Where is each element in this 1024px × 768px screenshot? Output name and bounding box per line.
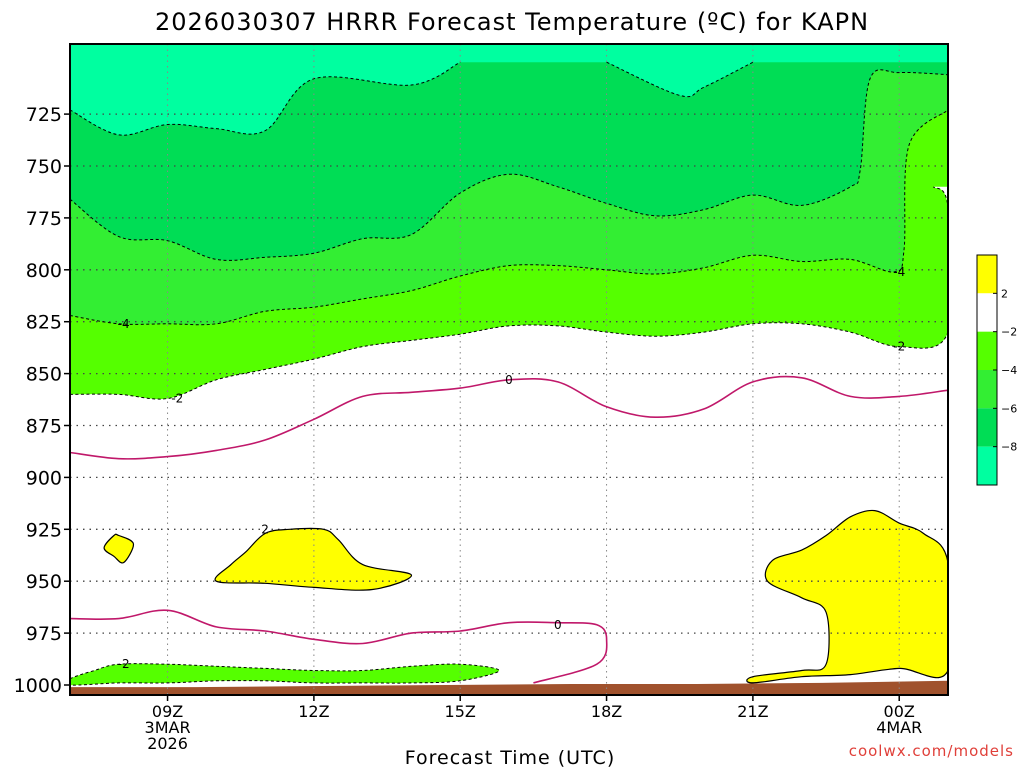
- x-tick-label: 00Z: [884, 702, 915, 721]
- y-tick-label: 925: [26, 519, 62, 541]
- fill-yellow-right: [746, 510, 948, 683]
- contour-label: 0: [505, 373, 513, 387]
- y-tick-label: 950: [26, 571, 62, 593]
- contour-label: -2: [171, 392, 183, 406]
- colorbar-tick-label: −4: [1001, 364, 1017, 377]
- y-tick-label: 875: [26, 416, 62, 438]
- colorbar-tick-label: −2: [1001, 326, 1017, 339]
- x-tick-label: 21Z: [737, 702, 768, 721]
- colorbar-tick-label: 2: [1001, 287, 1008, 300]
- colorbar-swatch: [977, 408, 997, 447]
- contour-neg8-pocket: [606, 61, 754, 98]
- colorbar-swatch: [977, 293, 997, 332]
- credit-text: coolwx.com/models: [849, 742, 1014, 760]
- colorbar-swatch: [977, 331, 997, 370]
- ground-terrain: [70, 680, 948, 695]
- contour-label: -4: [893, 265, 905, 279]
- contour-neg2: [70, 186, 948, 400]
- y-tick-label: 975: [26, 623, 62, 645]
- y-tick-label: 800: [26, 260, 62, 282]
- contour-pos2-mid: [214, 527, 413, 591]
- x-tick-label: 09Z: [152, 702, 183, 721]
- x-tick-label: 4MAR: [876, 718, 922, 737]
- contour-label: -2: [893, 340, 905, 354]
- y-tick-label: 825: [26, 312, 62, 334]
- x-tick-label: 2026: [147, 734, 188, 753]
- x-tick-label: 18Z: [591, 702, 622, 721]
- colorbar-swatch: [977, 255, 997, 294]
- contour-label: 2: [261, 522, 269, 536]
- colorbar-swatch: [977, 446, 997, 485]
- contour-zero-lower: [70, 609, 608, 684]
- contour-label: -4: [118, 317, 130, 331]
- fill-band-neg8: [70, 44, 948, 136]
- colorbar-tick-label: −6: [1001, 402, 1017, 415]
- y-tick-label: 775: [26, 208, 62, 230]
- contour-neg6: [70, 69, 948, 261]
- y-tick-label: 725: [26, 104, 62, 126]
- contour-lines: [70, 61, 948, 686]
- plot-area: -4 -2 0 2 -2 0 -2 -4: [70, 44, 948, 695]
- contour-zero-upper: [70, 375, 948, 460]
- fill-band-neg8-pocket: [606, 44, 753, 97]
- contour-label: -2: [118, 657, 130, 671]
- y-tick-label: 850: [26, 364, 62, 386]
- plot-frame: [69, 43, 949, 696]
- x-axis-label: Forecast Time (UTC): [405, 747, 615, 768]
- contour-label: 0: [554, 618, 562, 632]
- fill-green-lowlevel: [70, 663, 500, 686]
- colorbar-tick-label: −8: [1001, 441, 1017, 454]
- contour-labels: -4 -2 0 2 -2 0 -2 -4: [118, 265, 906, 671]
- fill-yellow-mid: [215, 528, 412, 591]
- colorbar-swatch: [977, 370, 997, 409]
- y-tick-label: 750: [26, 156, 62, 178]
- chart-title: 2026030307 HRRR Forecast Temperature (ºC…: [155, 8, 869, 36]
- x-tick-label: 12Z: [298, 702, 329, 721]
- y-axis: 725 750 775 800 825 850 875 900 925 950 975 1000: [14, 104, 70, 697]
- y-tick-label: 1000: [14, 675, 62, 697]
- x-tick-label: 3MAR: [145, 718, 191, 737]
- colorbar: 2 −2 −4 −6 −8: [976, 254, 1017, 486]
- fill-yellow-left: [104, 534, 134, 563]
- gridlines: [70, 44, 948, 695]
- contour-pos2-right: [746, 509, 948, 684]
- x-tick-label: 15Z: [445, 702, 476, 721]
- contour-neg8: [70, 61, 461, 136]
- contour-pos2-left: [103, 533, 135, 564]
- y-tick-label: 900: [26, 467, 62, 489]
- contour-neg4: [70, 109, 948, 326]
- contour-fills: [70, 44, 948, 695]
